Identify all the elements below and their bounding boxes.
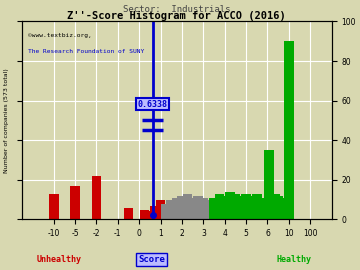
Y-axis label: Number of companies (573 total): Number of companies (573 total) (4, 68, 9, 173)
Bar (199, 198, 208, 220)
Text: Score: Score (138, 255, 165, 264)
Bar (275, 198, 284, 220)
Bar (283, 202, 292, 220)
Bar (6, 180, 16, 220)
Bar (161, 204, 171, 220)
Bar (284, 41, 294, 220)
Bar (92, 176, 101, 220)
Bar (284, 202, 294, 220)
Text: Healthy: Healthy (277, 255, 312, 264)
Bar (276, 198, 285, 220)
Bar (204, 200, 213, 220)
Text: ©www.textbiz.org,: ©www.textbiz.org, (28, 33, 91, 38)
Bar (193, 196, 203, 220)
Bar (70, 186, 80, 220)
Bar (284, 81, 294, 220)
Bar (257, 198, 267, 220)
Bar (285, 215, 294, 220)
Bar (166, 200, 176, 220)
Bar (172, 198, 181, 220)
Bar (188, 198, 198, 220)
Bar (150, 205, 160, 220)
Bar (273, 196, 283, 220)
Bar (267, 194, 276, 220)
Bar (280, 200, 290, 220)
Bar (269, 196, 279, 220)
Bar (209, 198, 219, 220)
Bar (225, 192, 235, 220)
Text: Sector:  Industrials: Sector: Industrials (123, 5, 230, 14)
Bar (247, 196, 256, 220)
Bar (284, 205, 294, 220)
Title: Z''-Score Histogram for ACCO (2016): Z''-Score Histogram for ACCO (2016) (67, 11, 286, 21)
Bar (49, 194, 59, 220)
Text: Unhealthy: Unhealthy (36, 255, 81, 264)
Bar (183, 194, 192, 220)
Bar (220, 196, 230, 220)
Text: 0.6338: 0.6338 (138, 100, 168, 109)
Bar (156, 200, 165, 220)
Bar (284, 204, 294, 220)
Bar (264, 150, 274, 220)
Bar (277, 200, 287, 220)
Bar (145, 211, 155, 220)
Text: The Research Foundation of SUNY: The Research Foundation of SUNY (28, 49, 144, 54)
Bar (124, 208, 133, 220)
Bar (265, 194, 275, 220)
Bar (215, 194, 224, 220)
Bar (236, 196, 246, 220)
Bar (177, 196, 187, 220)
Bar (140, 210, 149, 220)
Bar (279, 200, 288, 220)
Bar (272, 196, 282, 220)
Bar (241, 194, 251, 220)
Bar (252, 194, 262, 220)
Bar (268, 196, 278, 220)
Bar (282, 200, 291, 220)
Bar (231, 194, 240, 220)
Bar (271, 194, 280, 220)
